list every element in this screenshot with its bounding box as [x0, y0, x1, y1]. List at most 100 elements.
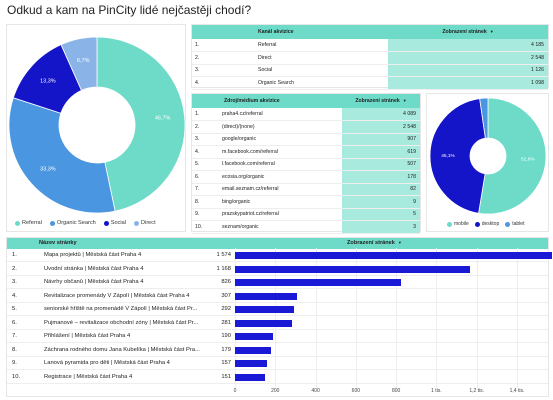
pages-row-index: 8. — [12, 346, 17, 353]
channel-table-row-name: Social — [218, 64, 388, 77]
pages-row-index: 4. — [12, 292, 17, 299]
channel-legend-item[interactable]: Referral — [15, 220, 42, 226]
channel-legend-item[interactable]: Organic Search — [49, 220, 96, 226]
device-slice-desktop[interactable] — [429, 98, 486, 214]
channel-table-row[interactable]: 3. Social 1 126 — [192, 64, 548, 77]
pages-table-row[interactable]: 1. Mapa projektů | Městská část Praha 4 1 … — [7, 249, 553, 262]
channel-slice-direct[interactable] — [60, 36, 98, 91]
pages-table-row[interactable]: 10. Registrace | Městská část Praha 4 151 — [7, 371, 548, 384]
device-legend-item[interactable]: tablet — [505, 221, 524, 227]
source-table-row[interactable]: 7. email.seznam.cz/referral 82 — [192, 183, 420, 196]
channel-table-row[interactable]: 2. Direct 2 548 — [192, 51, 548, 65]
source-table-row-index: 6. — [192, 170, 218, 184]
pages-row-views: 307 — [221, 292, 231, 299]
pages-row-name: Úvodní stránka | Městská část Praha 4 — [44, 265, 144, 272]
source-table-row[interactable]: 4. m.facebook.com/referral 619 — [192, 145, 420, 159]
pages-table-row[interactable]: 2. Úvodní stránka | Městská část Praha 4 1… — [7, 263, 548, 276]
source-table-row-index: 10. — [192, 220, 218, 234]
source-table-row-index: 3. — [192, 133, 218, 146]
pages-chart-gridline — [396, 248, 398, 388]
pages-table-views-header[interactable]: Zobrazení stránek ▼ — [347, 240, 402, 246]
channel-table-row-index: 3. — [192, 64, 218, 77]
device-legend-item[interactable]: mobile — [447, 221, 469, 227]
source-table-row-name: bing/organic — [218, 195, 342, 209]
device-slice-label: 45,1% — [441, 153, 455, 159]
source-table-row-name: seznam/organic — [218, 220, 342, 234]
legend-dot-icon — [474, 221, 480, 227]
donut2-legend: mobile desktop tablet — [447, 221, 524, 227]
device-slice-mobile[interactable] — [478, 97, 547, 215]
pages-row-bar — [235, 333, 274, 340]
channel-slice-organic-search[interactable] — [8, 97, 116, 214]
pages-row-bar — [235, 265, 471, 273]
source-table-row[interactable]: 8. bing/organic 9 — [192, 195, 420, 209]
source-table-row-name: prazskypatriot.cz/referral — [218, 208, 342, 221]
source-table-row-index: 2. — [192, 120, 218, 134]
sort-desc-icon: ▼ — [489, 29, 494, 34]
source-table-row[interactable]: 10. seznam/organic 3 — [192, 220, 420, 234]
pages-chart-axis-tick: 600 — [351, 388, 361, 394]
pages-row-index: 5. — [12, 306, 17, 312]
pages-chart-axis-tick: 0 — [233, 388, 237, 394]
device-slice-tablet[interactable] — [479, 97, 489, 139]
device-legend-item[interactable]: desktop — [474, 221, 500, 227]
source-table-index-header — [192, 94, 218, 108]
source-table-row[interactable]: 3. google/organic 907 — [192, 133, 420, 146]
pages-row-index: 10. — [12, 373, 21, 380]
source-table-row-views: 9 — [342, 195, 420, 209]
source-table-row[interactable]: 9. prazskypatriot.cz/referral 5 — [192, 208, 420, 221]
pages-table-row[interactable]: 7. Přihlášení | Městská část Praha 4 190 — [7, 330, 548, 343]
source-table-row-index: 7. — [192, 183, 218, 196]
pages-chart-gridline — [315, 248, 317, 388]
channel-legend-item[interactable]: Social — [103, 220, 126, 226]
channel-table-row[interactable]: 1. Referral 4 185 — [192, 39, 548, 52]
source-table-row-views: 82 — [342, 183, 420, 196]
device-legend-label: desktop — [481, 221, 500, 227]
pages-table-row[interactable]: 3. Návrhy občanů | Městská část Praha 4 82… — [7, 276, 548, 289]
legend-dot-icon — [447, 221, 452, 227]
device-category-donut-chart: 52,6% 45,1% — [429, 97, 547, 215]
channel-slice-referral[interactable] — [96, 36, 186, 212]
pages-row-name: Návrhy občanů | Městská část Praha 4 — [44, 279, 144, 285]
source-table-row[interactable]: 6. ecosia.org/organic 178 — [192, 170, 420, 184]
source-table-row[interactable]: 5. l.facebook.com/referral 507 — [192, 158, 420, 171]
channel-table-row-index: 2. — [192, 51, 218, 65]
channel-legend-item[interactable]: Direct — [134, 220, 156, 226]
pages-row-name: Přihlášení | Městská část Praha 4 — [44, 333, 131, 339]
source-table-row[interactable]: 1. praha4.cz/referral 4 089 — [192, 108, 420, 121]
pages-chart-gridline — [355, 248, 357, 388]
source-table-views-header[interactable]: Zobrazení stránek ▼ — [342, 94, 420, 108]
pages-table-row[interactable]: 9. Lanová pyramida pro děti | Městská čás… — [7, 357, 548, 370]
donut1-legend: Referral Organic Search Social Direct — [15, 220, 156, 226]
source-table-row[interactable]: 2. (direct)/(none) 2 548 — [192, 120, 420, 134]
pages-table-row[interactable]: 6. Pujmanové – revitalizace obchodní zóny… — [7, 317, 548, 330]
channel-table-row[interactable]: 4. Organic Search 1 098 — [192, 76, 548, 90]
pages-row-index: 7. — [12, 333, 17, 339]
pages-row-bar — [235, 252, 553, 259]
source-table-name-header[interactable]: Zdroj/médium akvizice — [218, 94, 342, 108]
pages-row-name: Záchrana rodného domu Jana Kubelíka | Mě… — [44, 346, 200, 353]
pages-row-name: Lanová pyramida pro děti | Městská část … — [44, 360, 170, 366]
source-table-row-index: 4. — [192, 145, 218, 159]
pages-table-row[interactable]: 5. seniorské hřiště na promenádě V Zápolí… — [7, 303, 548, 316]
channel-table-name-header[interactable]: Kanál akvizice — [218, 25, 388, 39]
pages-chart-gridline — [235, 248, 236, 388]
pages-row-views: 281 — [221, 319, 231, 326]
pages-table-row[interactable]: 4. Revitalizace promenády V Zápolí | Měst… — [7, 290, 548, 303]
pages-row-views: 157 — [221, 360, 231, 366]
channel-table-views-header[interactable]: Zobrazení stránek ▼ — [388, 25, 548, 39]
pages-chart-axis-tick: 1 tis. — [431, 388, 442, 394]
source-table-row-views: 507 — [342, 158, 420, 171]
device-legend-label: tablet — [512, 221, 525, 227]
device-slice-label: 52,6% — [521, 157, 535, 163]
source-table-panel: Zdroj/médium akvizice Zobrazení stránek ▼… — [191, 93, 421, 234]
legend-dot-icon — [103, 220, 109, 226]
pages-row-index: 1. — [12, 252, 17, 258]
pages-table-name-header[interactable]: Název stránky — [39, 240, 77, 246]
pages-chart-gridline — [436, 248, 438, 388]
device-legend-label: mobile — [454, 221, 469, 227]
pages-table-row[interactable]: 8. Záchrana rodného domu Jana Kubelíka | … — [7, 344, 548, 357]
pages-row-bar — [235, 346, 272, 354]
pages-row-name: Registrace | Městská část Praha 4 — [44, 373, 133, 380]
pages-table-header: Název stránky Zobrazení stránek ▼ — [7, 238, 548, 249]
